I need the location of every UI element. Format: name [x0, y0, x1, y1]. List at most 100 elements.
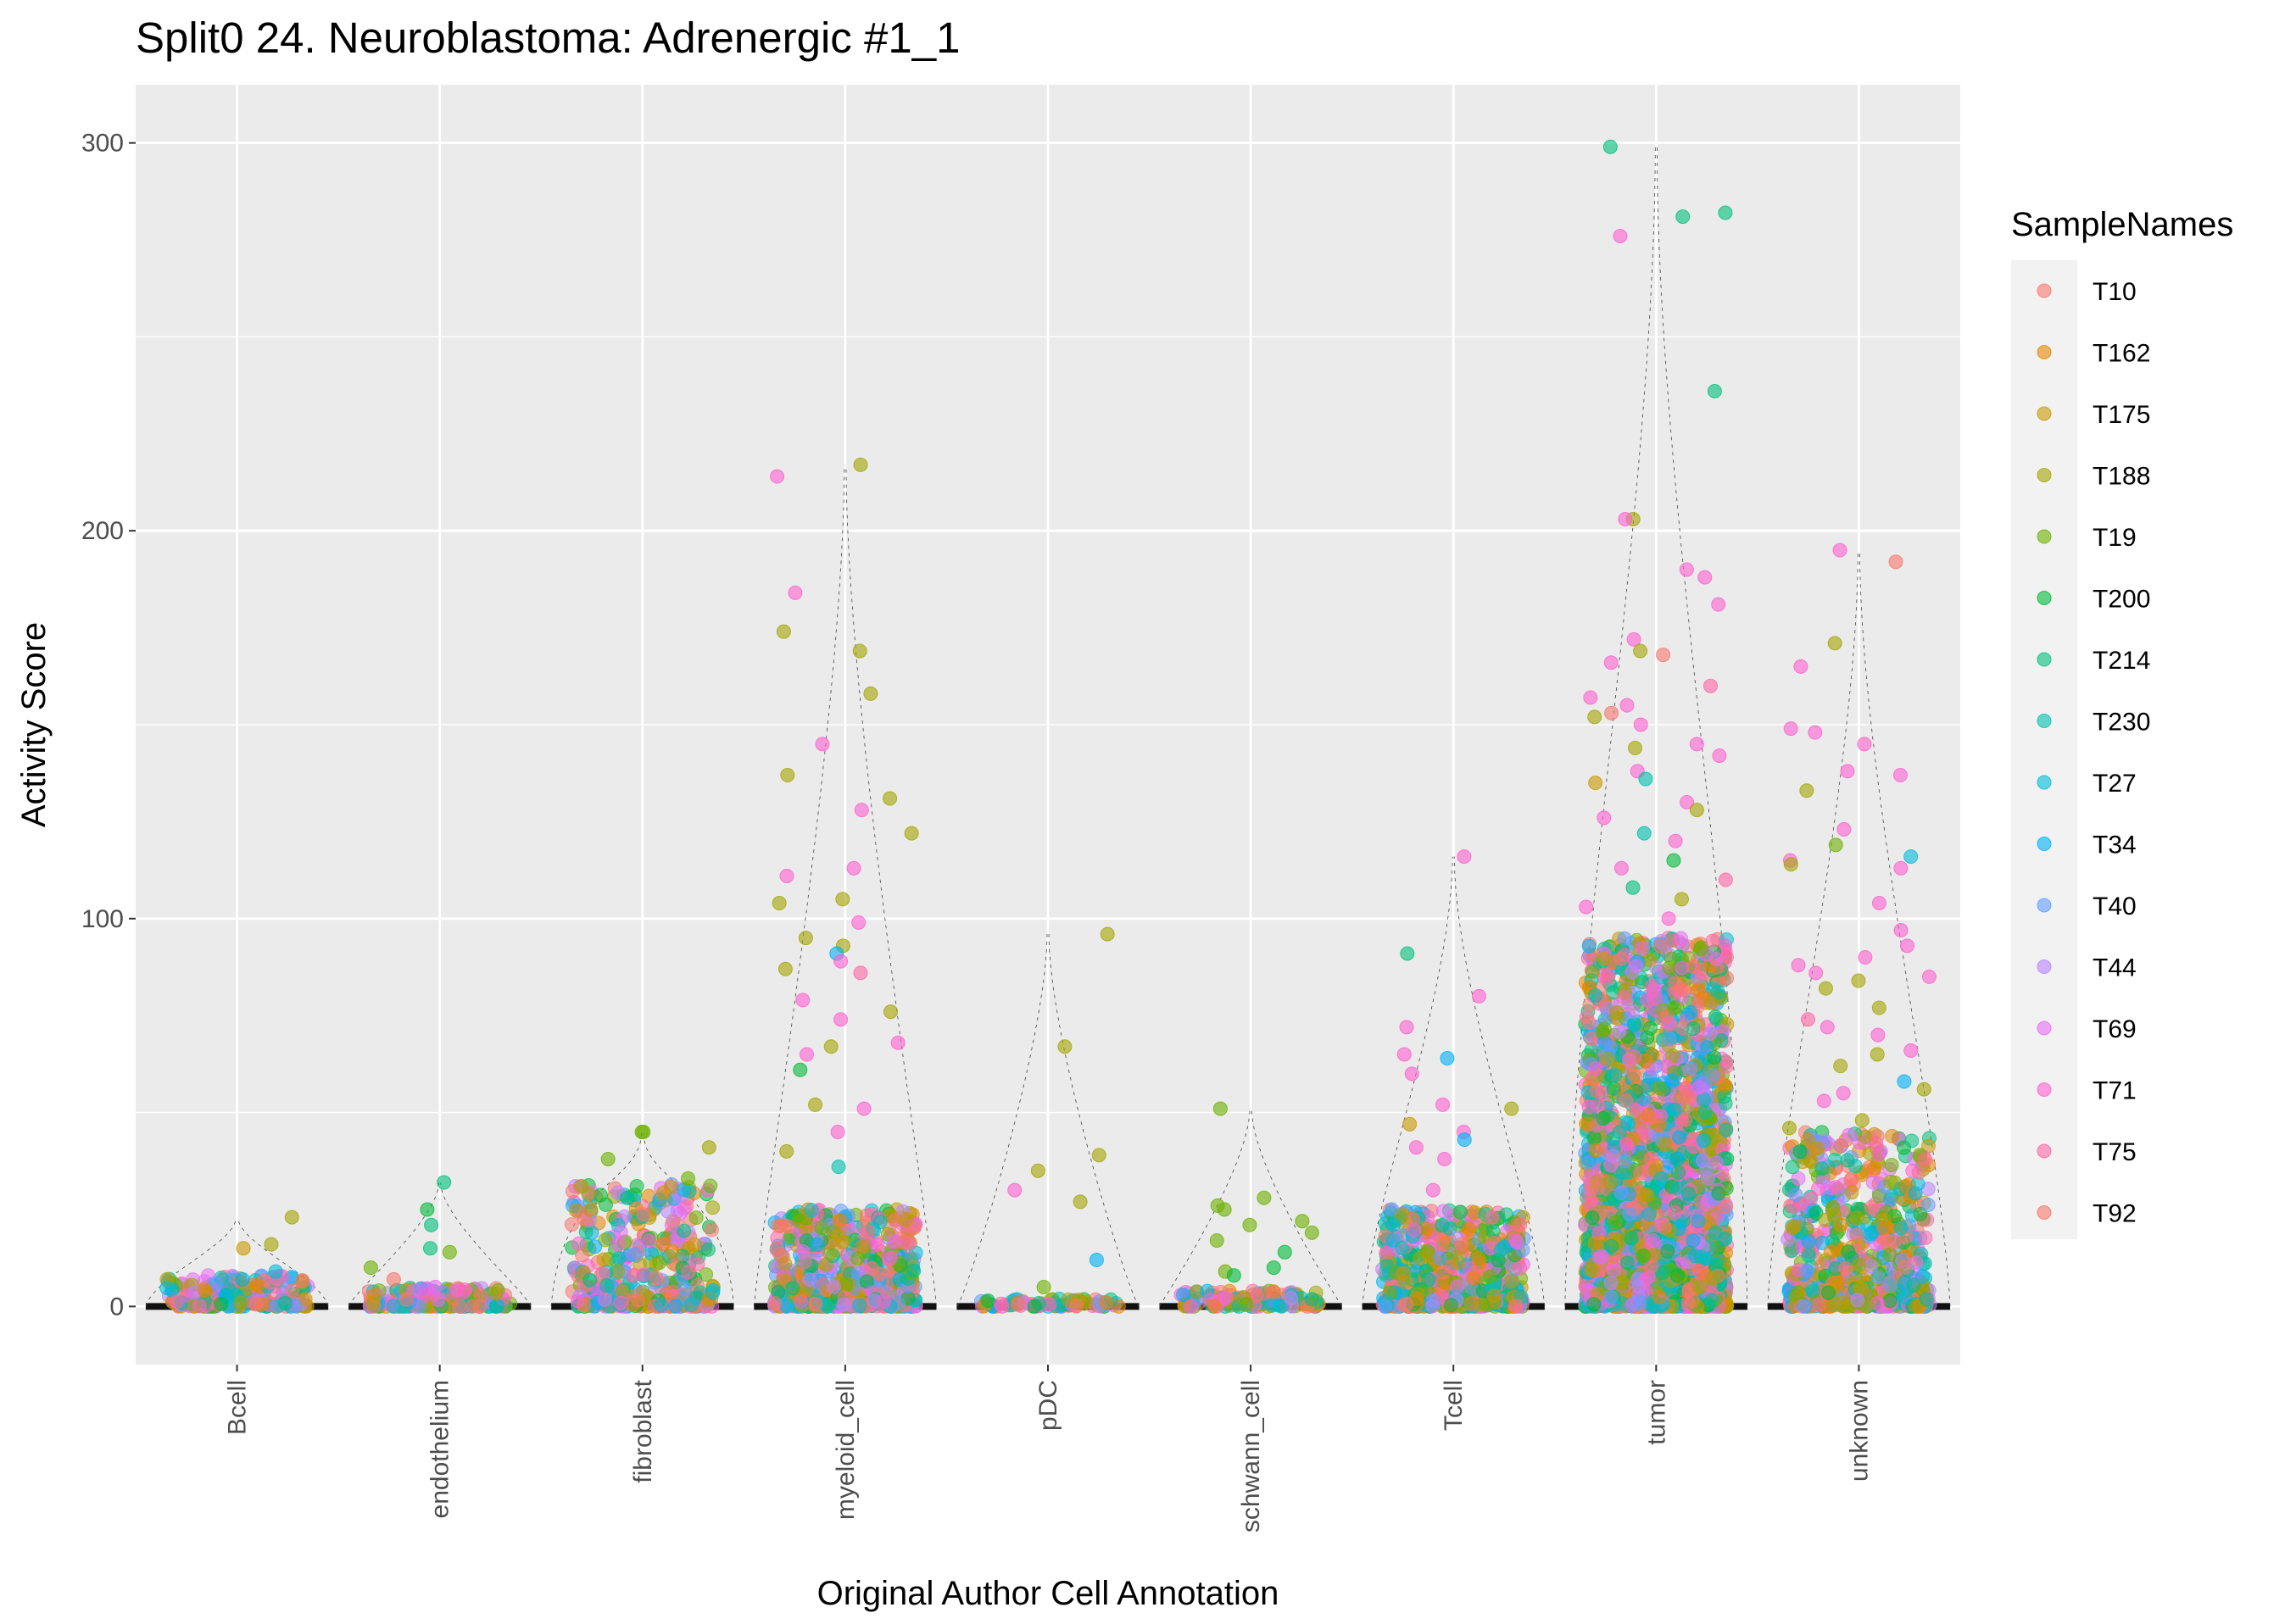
data-point [1494, 1243, 1507, 1256]
data-point [1636, 941, 1649, 954]
data-point [1608, 1069, 1622, 1082]
data-point [366, 1296, 380, 1310]
data-point [772, 1219, 785, 1232]
data-point [861, 1225, 875, 1238]
data-point [1436, 1204, 1450, 1218]
data-point [1653, 940, 1667, 954]
data-point [1409, 1141, 1423, 1154]
data-point [811, 1238, 824, 1252]
data-point [637, 1208, 650, 1221]
data-point [612, 1252, 626, 1265]
data-point [265, 1237, 278, 1251]
data-point [1305, 1293, 1318, 1306]
data-point [1472, 989, 1485, 1003]
data-point [1397, 1048, 1411, 1061]
data-point [855, 804, 868, 817]
data-point [834, 954, 848, 968]
data-point [1400, 1021, 1413, 1034]
data-point [474, 1288, 488, 1302]
data-point [1622, 1053, 1636, 1066]
data-point [1587, 1131, 1601, 1144]
data-point [1582, 1100, 1596, 1114]
data-point [1672, 1131, 1686, 1144]
data-point [1643, 953, 1657, 966]
data-point [839, 1278, 852, 1292]
data-point [596, 1266, 610, 1280]
data-point [847, 861, 861, 875]
data-point [1513, 1218, 1527, 1232]
data-point [1457, 850, 1471, 864]
data-point [1296, 1215, 1309, 1228]
data-point [777, 625, 790, 638]
data-point [653, 1256, 666, 1270]
data-point [428, 1280, 442, 1293]
data-point [215, 1297, 228, 1310]
data-point [236, 1272, 249, 1286]
data-point [192, 1299, 206, 1313]
data-point [237, 1242, 250, 1255]
data-point [1413, 1252, 1427, 1265]
data-point [600, 1278, 614, 1292]
data-point [1608, 1264, 1621, 1277]
data-point [1455, 1237, 1468, 1251]
data-point [1227, 1269, 1240, 1282]
data-point [1444, 1299, 1457, 1312]
data-point [1285, 1292, 1298, 1305]
data-point [1678, 1090, 1691, 1104]
data-point [871, 1237, 884, 1251]
data-point [1647, 1233, 1660, 1247]
data-point [794, 1063, 807, 1076]
data-point [789, 586, 802, 599]
data-point [832, 1160, 845, 1174]
data-point [249, 1298, 263, 1311]
data-point [1483, 1270, 1496, 1283]
data-point [643, 1234, 656, 1248]
data-point [597, 1253, 610, 1266]
data-point [443, 1245, 456, 1259]
data-point [1590, 1084, 1603, 1098]
data-point [1426, 1183, 1440, 1197]
data-point [1581, 952, 1595, 965]
data-point [412, 1299, 426, 1313]
data-point [689, 1211, 703, 1225]
data-point [627, 1268, 641, 1282]
data-point [1691, 1215, 1705, 1228]
data-point [425, 1218, 438, 1232]
data-point [854, 458, 867, 471]
data-point [781, 768, 794, 781]
data-point [701, 1243, 715, 1256]
data-point [432, 1293, 445, 1306]
data-point [900, 1213, 913, 1226]
data-point [800, 1048, 814, 1061]
data-point [588, 1240, 602, 1254]
data-point [827, 1280, 840, 1293]
data-point [1435, 1236, 1448, 1249]
data-point [295, 1274, 309, 1288]
data-point [1257, 1191, 1271, 1204]
data-point [583, 1273, 597, 1287]
data-point [209, 1276, 223, 1290]
data-point [1652, 1081, 1666, 1094]
data-point [794, 1295, 808, 1309]
data-point [905, 826, 918, 840]
data-point [1641, 1031, 1654, 1044]
data-point [1463, 1223, 1476, 1237]
data-point [1436, 1265, 1450, 1279]
data-point [1403, 1117, 1417, 1131]
data-point [1710, 953, 1724, 966]
data-point [571, 1294, 584, 1308]
data-point [387, 1272, 400, 1286]
data-point [1396, 1242, 1409, 1255]
data-point [780, 1144, 794, 1158]
data-point [833, 1214, 847, 1227]
data-point [1305, 1226, 1318, 1239]
data-point [1505, 1102, 1519, 1115]
data-point [837, 1299, 850, 1312]
data-point [809, 1098, 822, 1111]
data-point [796, 993, 810, 1007]
data-point [873, 1267, 887, 1281]
data-point [768, 1297, 782, 1310]
data-point [1011, 1298, 1025, 1311]
data-point [1243, 1218, 1257, 1232]
data-point [883, 1251, 897, 1265]
